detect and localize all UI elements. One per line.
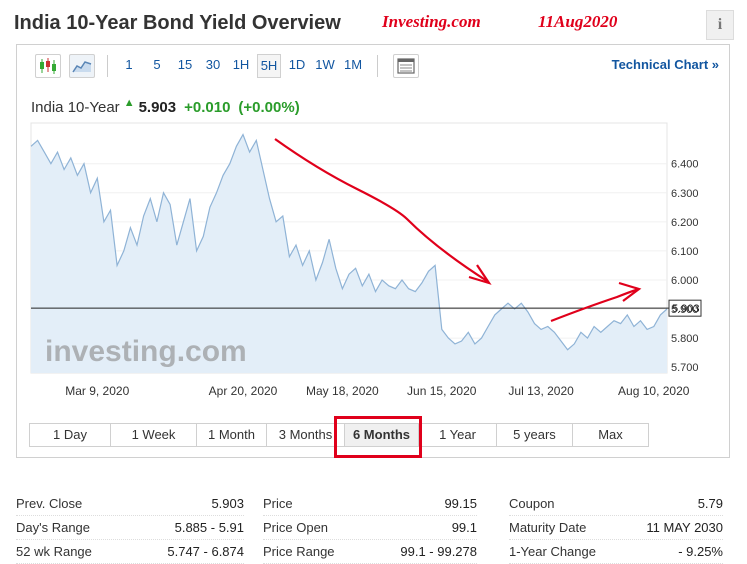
stat-value: 99.15: [444, 496, 477, 511]
stats-column-1: Prev. Close 5.903 Day's Range 5.885 - 5.91 5…: [16, 492, 244, 564]
range-button[interactable]: Max: [573, 423, 649, 447]
x-tick-label: Jul 13, 2020: [508, 384, 574, 398]
stat-row: Price Open 99.1: [263, 516, 477, 540]
watermark: investing.com: [45, 335, 247, 368]
stat-label: Price: [263, 496, 293, 511]
interval-1h[interactable]: 1H: [232, 57, 250, 72]
y-tick-label: 5.900: [671, 304, 699, 316]
technical-chart-link[interactable]: Technical Chart »: [611, 57, 719, 72]
stat-value: 5.747 - 6.874: [167, 544, 244, 559]
stat-value: 5.79: [697, 496, 723, 511]
series-line: [30, 133, 668, 351]
x-tick-label: May 18, 2020: [306, 384, 379, 398]
y-tick-label: 6.400: [671, 159, 699, 171]
toolbar-separator: [107, 55, 108, 77]
chart-toolbar: 1 5 15 30 1H 5H 1D 1W 1M Technical Chart…: [17, 45, 729, 87]
stat-value: 99.1: [451, 520, 477, 535]
y-tick-label: 6.300: [671, 188, 699, 200]
current-value-label: 5.903: [672, 303, 700, 315]
yield-chart: investing.com 5.903 5.700 5.800 5.900 6.000 6.…: [30, 122, 702, 398]
stat-row: Day's Range 5.885 - 5.91: [16, 516, 244, 540]
candlestick-icon[interactable]: [35, 54, 61, 78]
range-button[interactable]: 1 Week: [111, 423, 197, 447]
interval-1[interactable]: 1: [125, 57, 133, 72]
y-tick-label: 6.000: [671, 275, 699, 287]
interval-1d[interactable]: 1D: [288, 57, 306, 72]
x-tick-label: Apr 20, 2020: [209, 384, 278, 398]
range-button[interactable]: 5 years: [497, 423, 573, 447]
table-view-icon[interactable]: [393, 54, 419, 78]
trend-up-arrow: [550, 287, 640, 323]
annotation-source: Investing.com: [382, 12, 481, 31]
stat-row: Price 99.15: [263, 492, 477, 516]
price-change: +0.010: [184, 99, 231, 116]
range-button[interactable]: 3 Months: [267, 423, 345, 447]
y-tick-label: 6.100: [671, 246, 699, 258]
current-value-box: [668, 299, 702, 317]
range-button[interactable]: 1 Month: [197, 423, 267, 447]
range-button[interactable]: 1 Year: [419, 423, 497, 447]
stat-label: Day's Range: [16, 520, 91, 535]
stat-label: Maturity Date: [509, 520, 587, 535]
chart-panel: 1 5 15 30 1H 5H 1D 1W 1M Technical Chart…: [16, 44, 730, 458]
x-tick-label: Mar 9, 2020: [65, 384, 129, 398]
up-arrow-icon: ▲: [123, 97, 135, 109]
annotation-date: 11Aug2020: [538, 12, 618, 31]
stat-row: 1-Year Change - 9.25%: [509, 540, 723, 564]
stat-label: 52 wk Range: [16, 544, 92, 559]
y-tick-label: 6.200: [671, 217, 699, 229]
range-button[interactable]: 6 Months: [345, 423, 419, 447]
quote-line: India 10-Year ▲ 5.903 +0.010 (+0.00%): [31, 97, 300, 116]
range-selector: 1 Day 1 Week 1 Month 3 Months 6 Months 1 Year…: [29, 423, 649, 447]
stat-value: 11 MAY 2030: [646, 520, 723, 535]
stat-value: 5.885 - 5.91: [174, 520, 244, 535]
interval-15[interactable]: 15: [177, 57, 193, 72]
y-tick-label: 5.700: [671, 362, 699, 374]
price-change-pct: (+0.00%): [238, 99, 300, 116]
page-title: India 10-Year Bond Yield Overview: [14, 12, 341, 34]
info-button[interactable]: i: [706, 10, 734, 40]
stat-row: Prev. Close 5.903: [16, 492, 244, 516]
stat-value: 99.1 - 99.278: [400, 544, 477, 559]
area-fill: [31, 134, 667, 373]
x-tick-label: Jun 15, 2020: [407, 384, 477, 398]
interval-1m[interactable]: 1M: [343, 57, 363, 72]
stat-row: Price Range 99.1 - 99.278: [263, 540, 477, 564]
stat-row: 52 wk Range 5.747 - 6.874: [16, 540, 244, 564]
stat-label: Prev. Close: [16, 496, 83, 511]
stat-value: 5.903: [211, 496, 244, 511]
interval-5[interactable]: 5: [153, 57, 161, 72]
x-tick-label: Aug 10, 2020: [618, 384, 690, 398]
stat-label: 1-Year Change: [509, 544, 596, 559]
toolbar-separator: [377, 55, 378, 77]
y-tick-label: 5.800: [671, 333, 699, 345]
interval-1w[interactable]: 1W: [315, 57, 335, 72]
stat-label: Price Open: [263, 520, 329, 535]
page-header: India 10-Year Bond Yield Overview Invest…: [14, 10, 734, 40]
last-price: 5.903: [138, 99, 177, 116]
stat-row: Coupon 5.79: [509, 492, 723, 516]
stats-column-3: Coupon 5.79 Maturity Date 11 MAY 2030 1-Year…: [509, 492, 723, 564]
selected-range-highlight: [334, 416, 422, 458]
stat-label: Price Range: [263, 544, 335, 559]
instrument-name: India 10-Year: [31, 99, 120, 116]
stat-row: Maturity Date 11 MAY 2030: [509, 516, 723, 540]
stat-value: - 9.25%: [678, 544, 723, 559]
area-chart-icon[interactable]: [69, 54, 95, 78]
trend-down-arrowhead: [468, 264, 492, 285]
trend-up-arrowhead: [618, 281, 642, 302]
interval-5h[interactable]: 5H: [257, 54, 281, 78]
stat-label: Coupon: [509, 496, 555, 511]
stats-column-2: Price 99.15 Price Open 99.1 Price Range 99.1 …: [263, 492, 477, 564]
interval-30[interactable]: 30: [205, 57, 221, 72]
range-button[interactable]: 1 Day: [29, 423, 111, 447]
trend-down-arrow: [274, 138, 488, 282]
